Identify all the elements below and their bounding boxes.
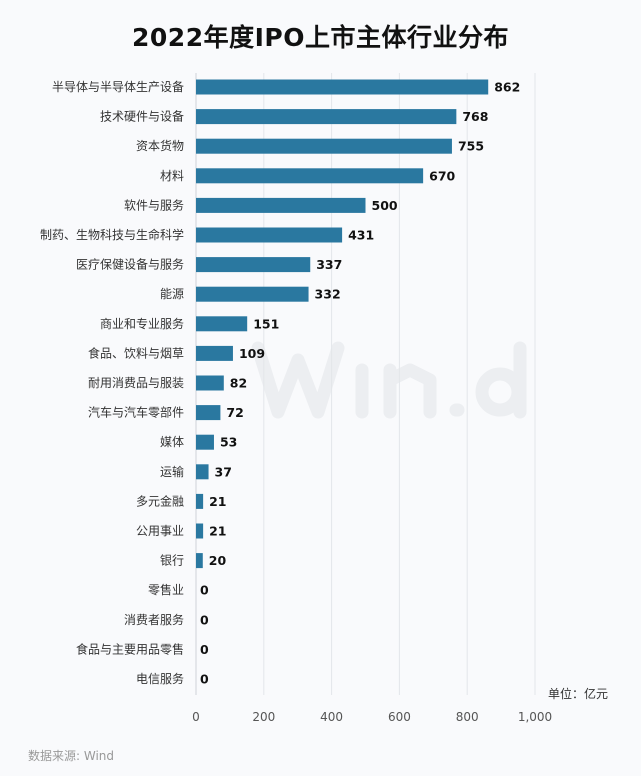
bar <box>196 257 311 273</box>
x-tick-label: 600 <box>388 710 411 724</box>
data-label: 0 <box>200 612 209 627</box>
data-label: 332 <box>315 287 341 302</box>
bar <box>196 375 224 391</box>
category-label: 公用事业 <box>136 524 184 538</box>
category-label: 技术硬件与设备 <box>100 110 184 124</box>
category-label: 汽车与汽车零部件 <box>88 405 184 420</box>
data-label: 109 <box>239 346 265 361</box>
data-label: 0 <box>200 672 209 687</box>
bar <box>196 405 221 421</box>
category-label: 电信服务 <box>136 671 184 686</box>
bar <box>196 227 343 243</box>
data-label: 431 <box>348 228 374 243</box>
category-label: 多元金融 <box>136 493 184 508</box>
category-label: 制药、生物科技与生命科学 <box>40 227 184 242</box>
category-label: 零售业 <box>148 582 184 597</box>
x-tick-label: 0 <box>192 710 200 724</box>
category-label: 能源 <box>160 287 184 301</box>
x-tick-label: 1,000 <box>518 710 552 724</box>
data-label: 0 <box>200 642 209 657</box>
data-label: 670 <box>429 168 455 183</box>
bar <box>196 464 209 480</box>
data-label: 20 <box>209 553 227 568</box>
category-label: 医疗保健设备与服务 <box>76 257 184 272</box>
x-tick-label: 200 <box>252 710 275 724</box>
data-label: 37 <box>215 464 232 479</box>
data-label: 768 <box>462 109 488 124</box>
data-label: 151 <box>253 316 279 331</box>
bar <box>196 523 204 539</box>
category-label: 耐用消费品与服装 <box>88 376 184 390</box>
data-label: 53 <box>220 435 237 450</box>
category-label: 材料 <box>160 169 184 183</box>
bar <box>196 197 366 213</box>
unit-label: 单位：亿元 <box>548 687 609 701</box>
data-label: 500 <box>372 198 398 213</box>
x-tick-label: 800 <box>456 710 479 724</box>
bar <box>196 434 214 450</box>
data-label: 21 <box>209 494 226 509</box>
bar <box>196 286 309 302</box>
category-label: 半导体与半导体生产设备 <box>52 80 184 94</box>
category-label: 软件与服务 <box>124 197 184 212</box>
bar <box>196 493 204 509</box>
data-label: 755 <box>458 139 484 154</box>
data-label: 72 <box>226 405 243 420</box>
category-label: 媒体 <box>160 435 184 449</box>
bar <box>196 316 248 332</box>
data-label: 0 <box>200 583 209 598</box>
category-label: 商业和专业服务 <box>100 316 184 331</box>
bar <box>196 79 489 95</box>
bar <box>196 168 424 184</box>
category-label: 消费者服务 <box>124 612 184 627</box>
data-label: 82 <box>230 376 247 391</box>
data-label: 21 <box>209 524 226 539</box>
bar <box>196 345 233 361</box>
data-label: 862 <box>494 80 520 95</box>
x-tick-label: 400 <box>320 710 343 724</box>
chart-title: 2022年度IPO上市主体行业分布 <box>132 23 509 52</box>
bar <box>196 138 452 154</box>
category-label: 银行 <box>160 554 184 568</box>
category-label: 食品、饮料与烟草 <box>88 345 184 360</box>
data-label: 337 <box>316 257 342 272</box>
category-label: 食品与主要用品零售 <box>76 641 184 656</box>
category-label: 资本货物 <box>136 138 184 153</box>
bar <box>196 553 203 569</box>
data-source: 数据来源: Wind <box>28 749 115 763</box>
bar <box>196 109 457 125</box>
category-label: 运输 <box>160 464 184 479</box>
